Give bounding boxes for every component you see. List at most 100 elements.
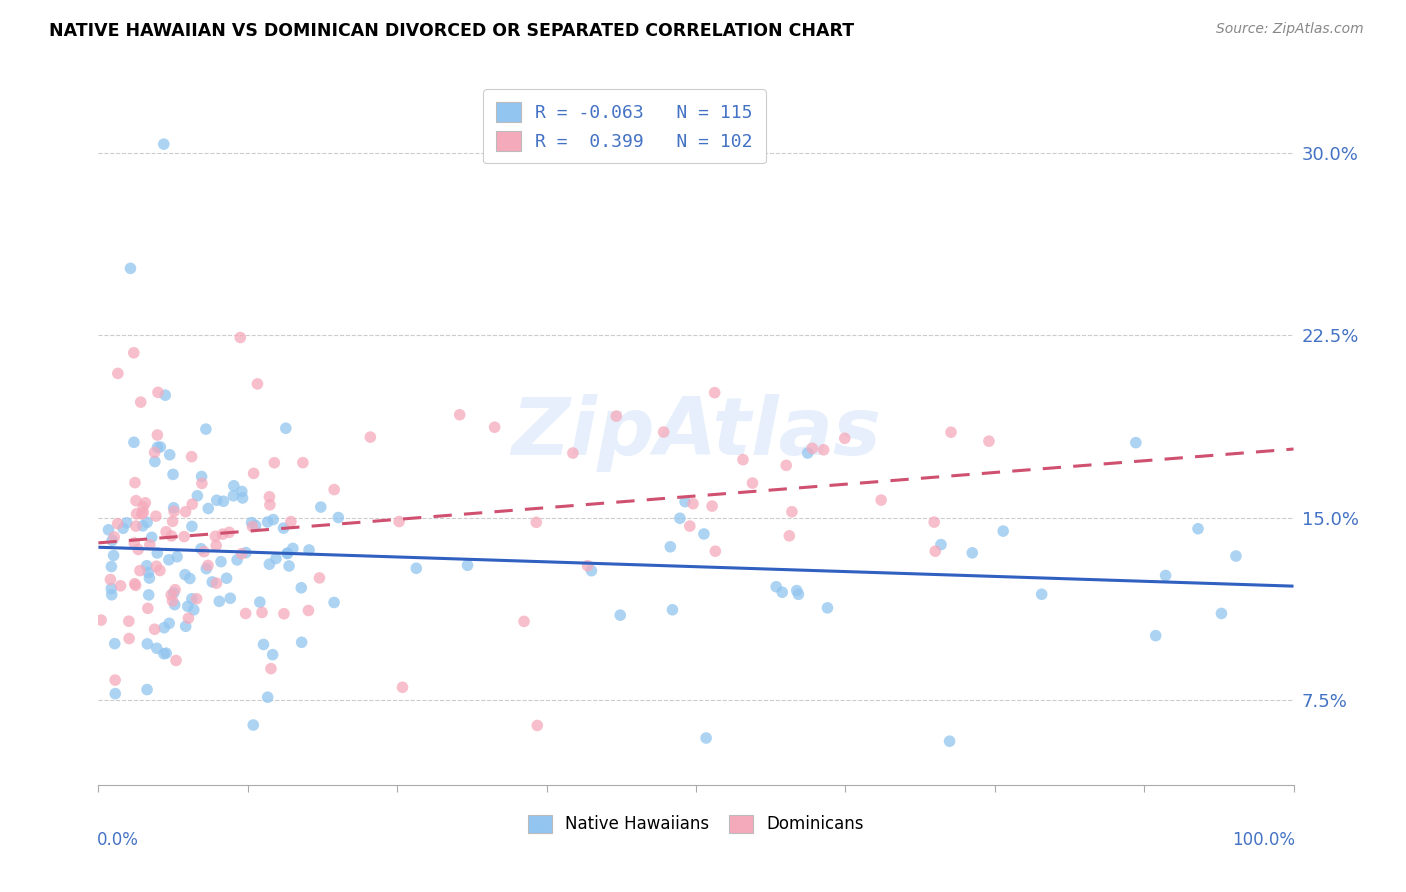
Point — [323, 595, 346, 609]
Point — [252, 637, 274, 651]
Point — [924, 544, 946, 558]
Point — [107, 367, 129, 381]
Point — [405, 561, 427, 575]
Point — [179, 572, 201, 586]
Point — [193, 544, 215, 558]
Point — [163, 504, 186, 518]
Point — [146, 385, 169, 400]
Point — [174, 505, 197, 519]
Point — [174, 567, 197, 582]
Point — [259, 490, 281, 504]
Point — [131, 507, 153, 521]
Point — [240, 516, 263, 530]
Point — [139, 538, 162, 552]
Point — [297, 603, 319, 617]
Point — [679, 519, 702, 533]
Legend: Native Hawaiians, Dominicans: Native Hawaiians, Dominicans — [522, 808, 870, 840]
Point — [146, 641, 169, 656]
Point — [165, 582, 187, 597]
Point — [817, 600, 839, 615]
Point — [149, 440, 172, 454]
Point — [104, 687, 127, 701]
Point — [939, 425, 962, 440]
Point — [197, 558, 219, 573]
Point — [276, 547, 298, 561]
Point — [163, 598, 186, 612]
Point — [162, 515, 184, 529]
Point — [278, 559, 301, 574]
Point — [160, 529, 183, 543]
Point — [104, 673, 127, 687]
Point — [741, 476, 763, 491]
Point — [125, 519, 148, 533]
Point — [291, 635, 314, 649]
Point — [281, 541, 304, 556]
Point — [256, 515, 278, 529]
Point — [259, 558, 281, 572]
Point — [1125, 435, 1147, 450]
Point — [581, 564, 603, 578]
Point — [526, 718, 548, 732]
Point — [235, 607, 257, 621]
Point — [107, 516, 129, 531]
Point — [195, 562, 218, 576]
Point — [264, 551, 287, 566]
Point — [1031, 587, 1053, 601]
Point — [242, 718, 264, 732]
Point — [157, 616, 180, 631]
Point — [731, 452, 754, 467]
Point — [249, 595, 271, 609]
Point — [388, 515, 411, 529]
Point — [775, 458, 797, 473]
Point — [190, 541, 212, 556]
Point — [103, 530, 125, 544]
Point — [273, 521, 295, 535]
Point — [682, 497, 704, 511]
Point — [232, 491, 254, 505]
Point — [100, 582, 122, 596]
Point — [177, 599, 200, 614]
Point — [118, 632, 141, 646]
Point — [155, 646, 177, 660]
Point — [136, 637, 159, 651]
Point — [391, 680, 413, 694]
Point — [186, 489, 208, 503]
Point — [273, 607, 295, 621]
Point — [700, 499, 723, 513]
Point — [561, 446, 583, 460]
Point — [513, 615, 536, 629]
Point — [129, 564, 152, 578]
Point — [125, 507, 148, 521]
Point — [155, 388, 177, 402]
Point — [101, 533, 124, 548]
Point — [165, 653, 187, 667]
Point — [149, 564, 172, 578]
Text: Source: ZipAtlas.com: Source: ZipAtlas.com — [1216, 22, 1364, 37]
Point — [695, 731, 717, 745]
Point — [605, 409, 627, 423]
Point — [787, 587, 810, 601]
Point — [146, 546, 169, 560]
Point — [162, 467, 184, 482]
Point — [141, 530, 163, 544]
Point — [125, 493, 148, 508]
Point — [127, 542, 149, 557]
Point — [256, 690, 278, 705]
Point — [134, 496, 156, 510]
Point — [166, 549, 188, 564]
Point — [122, 536, 145, 550]
Point — [190, 469, 212, 483]
Point — [153, 647, 176, 661]
Point — [152, 137, 174, 152]
Point — [104, 637, 127, 651]
Point — [194, 422, 217, 436]
Text: NATIVE HAWAIIAN VS DOMINICAN DIVORCED OR SEPARATED CORRELATION CHART: NATIVE HAWAIIAN VS DOMINICAN DIVORCED OR… — [49, 22, 855, 40]
Point — [703, 385, 725, 400]
Point — [124, 578, 146, 592]
Point — [218, 525, 240, 540]
Point — [922, 515, 945, 529]
Point — [90, 613, 112, 627]
Point — [97, 523, 120, 537]
Point — [129, 395, 152, 409]
Point — [160, 588, 183, 602]
